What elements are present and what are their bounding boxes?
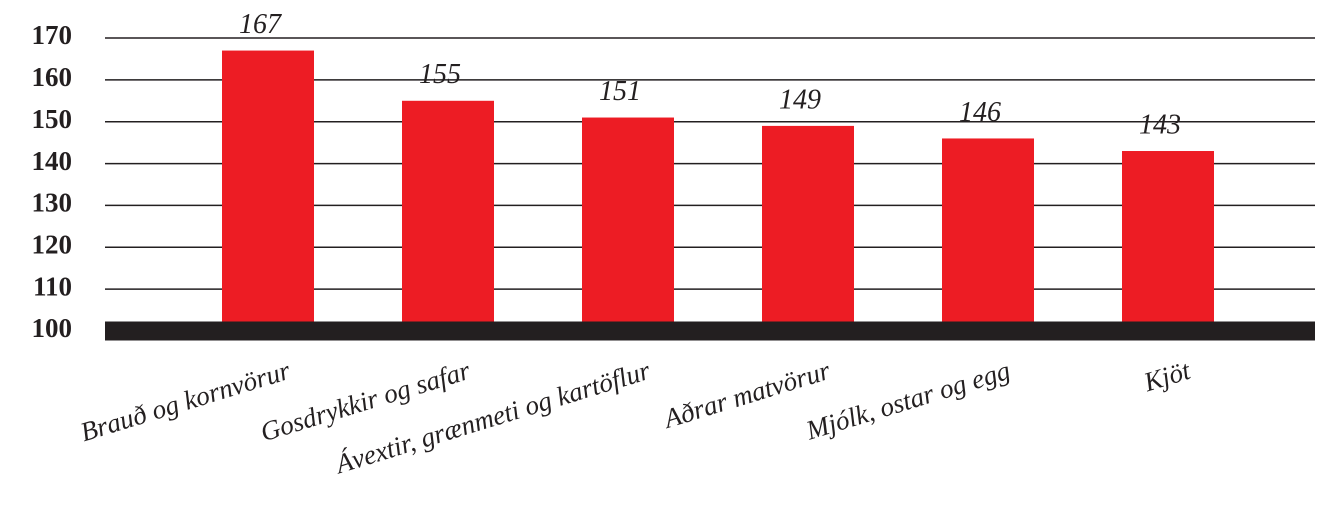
- y-tick-label: 150: [32, 104, 73, 134]
- x-tick-label: Kjöt: [1139, 355, 1195, 398]
- bar: [582, 117, 674, 332]
- value-label: 146: [959, 97, 1001, 128]
- bar: [762, 125, 854, 332]
- bar: [402, 100, 494, 332]
- y-tick-label: 170: [32, 20, 73, 50]
- y-tick-label: 140: [32, 146, 73, 176]
- y-tick-label: 130: [32, 188, 73, 218]
- value-label: 167: [239, 9, 282, 40]
- bar: [222, 50, 314, 332]
- bar: [1122, 151, 1214, 331]
- value-label: 155: [419, 59, 461, 90]
- value-label: 143: [1139, 109, 1181, 140]
- value-label: 149: [779, 84, 821, 115]
- y-tick-label: 110: [33, 271, 72, 301]
- x-tick-label: Mjólk, ostar og egg: [802, 355, 1014, 446]
- y-tick-label: 160: [32, 62, 73, 92]
- x-tick-label: Ávextir, grænmeti og kartöflur: [330, 355, 654, 480]
- y-tick-label: 100: [32, 313, 73, 343]
- value-label: 151: [599, 76, 641, 107]
- bar: [942, 138, 1034, 331]
- y-tick-label: 120: [32, 229, 73, 259]
